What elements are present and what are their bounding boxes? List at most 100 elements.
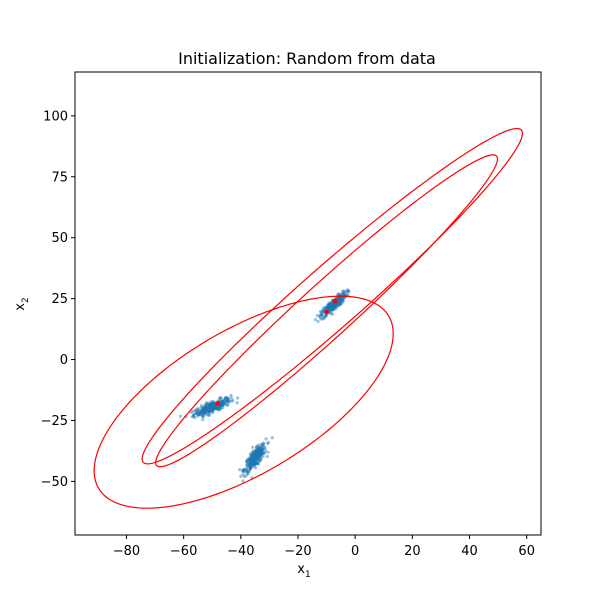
scatter-point bbox=[203, 408, 207, 412]
scatter-point bbox=[330, 305, 334, 309]
scatter-point bbox=[337, 296, 341, 301]
scatter-point bbox=[210, 402, 214, 406]
scatter-point bbox=[203, 409, 207, 413]
scatter-point bbox=[259, 453, 263, 457]
scatter-point bbox=[331, 303, 335, 307]
scatter-point bbox=[259, 449, 263, 453]
scatter-point bbox=[332, 305, 336, 310]
scatter-point bbox=[256, 454, 260, 458]
scatter-point bbox=[331, 307, 335, 311]
scatter-point bbox=[328, 307, 332, 311]
scatter-point bbox=[194, 410, 198, 414]
scatter-point bbox=[339, 298, 343, 302]
scatter-point bbox=[204, 402, 208, 406]
scatter-point bbox=[257, 454, 261, 458]
scatter-point bbox=[208, 408, 212, 412]
scatter-point bbox=[339, 296, 344, 300]
scatter-point bbox=[326, 303, 330, 307]
scatter-point bbox=[202, 408, 206, 412]
x-tick-label: 40 bbox=[461, 544, 478, 559]
scatter-point bbox=[204, 407, 208, 411]
scatter-point bbox=[327, 305, 332, 309]
scatter-point bbox=[211, 403, 216, 408]
scatter-point bbox=[251, 463, 255, 467]
scatter-point bbox=[248, 462, 252, 467]
scatter-point bbox=[201, 407, 205, 411]
scatter-point bbox=[331, 305, 335, 309]
scatter-point bbox=[252, 461, 257, 465]
scatter-point bbox=[332, 305, 336, 309]
scatter-point bbox=[340, 296, 344, 300]
scatter-point bbox=[205, 405, 209, 410]
scatter-point bbox=[208, 405, 212, 410]
scatter-point bbox=[193, 416, 197, 420]
scatter-point bbox=[332, 303, 337, 307]
scatter-point bbox=[218, 407, 223, 411]
scatter-point bbox=[196, 412, 200, 417]
scatter-point bbox=[258, 446, 262, 450]
scatter-point bbox=[225, 398, 230, 403]
scatter-point bbox=[251, 455, 255, 459]
scatter-point bbox=[221, 401, 225, 405]
scatter-point bbox=[221, 403, 225, 407]
scatter-point bbox=[211, 403, 215, 408]
scatter-point bbox=[324, 313, 328, 317]
scatter-point bbox=[258, 458, 263, 462]
scatter-point bbox=[250, 459, 254, 463]
scatter-point bbox=[254, 450, 258, 454]
scatter-point bbox=[326, 304, 330, 309]
scatter-point bbox=[341, 300, 345, 304]
scatter-point bbox=[252, 456, 257, 460]
scatter-point bbox=[336, 292, 340, 297]
scatter-point bbox=[341, 298, 345, 302]
scatter-point bbox=[208, 402, 213, 406]
scatter-point bbox=[254, 452, 258, 456]
scatter-point bbox=[251, 445, 255, 449]
scatter-point bbox=[333, 304, 337, 308]
covariance-ellipse-3 bbox=[155, 154, 499, 468]
scatter-point bbox=[321, 308, 325, 313]
scatter-point bbox=[241, 472, 245, 476]
scatter-point bbox=[248, 465, 252, 470]
scatter-point bbox=[249, 459, 253, 463]
scatter-point bbox=[341, 299, 345, 303]
scatter-point bbox=[261, 447, 265, 451]
scatter-point bbox=[209, 409, 213, 413]
scatter-point bbox=[205, 408, 210, 412]
scatter-point bbox=[248, 464, 252, 468]
scatter-point bbox=[253, 455, 257, 460]
scatter-point bbox=[212, 402, 217, 406]
scatter-point bbox=[204, 404, 208, 409]
scatter-point bbox=[249, 466, 253, 470]
scatter-point bbox=[258, 453, 262, 458]
scatter-point bbox=[257, 454, 261, 458]
scatter-point bbox=[208, 409, 212, 413]
scatter-point bbox=[335, 302, 339, 306]
scatter-point bbox=[245, 463, 249, 467]
scatter-point bbox=[345, 289, 350, 293]
scatter-point bbox=[249, 460, 253, 464]
scatter-point bbox=[256, 449, 260, 453]
scatter-point bbox=[266, 440, 270, 444]
scatter-point bbox=[197, 413, 202, 417]
scatter-point bbox=[250, 458, 255, 462]
scatter-point bbox=[219, 402, 223, 406]
scatter-point bbox=[327, 304, 331, 308]
scatter-point bbox=[251, 457, 255, 461]
scatter-point bbox=[259, 452, 263, 456]
scatter-point bbox=[316, 319, 320, 324]
scatter-point bbox=[210, 399, 214, 403]
scatter-point bbox=[333, 303, 337, 307]
scatter-point bbox=[258, 458, 262, 462]
scatter-point bbox=[204, 401, 209, 405]
scatter-point bbox=[254, 451, 258, 455]
scatter-point bbox=[251, 456, 255, 460]
scatter-point bbox=[248, 461, 252, 465]
scatter-point bbox=[196, 407, 200, 411]
scatter-point bbox=[200, 409, 204, 414]
scatter-point bbox=[207, 405, 211, 410]
scatter-point bbox=[338, 299, 342, 303]
scatter-point bbox=[222, 403, 226, 407]
scatter-point bbox=[333, 304, 337, 308]
scatter-point bbox=[217, 407, 221, 411]
